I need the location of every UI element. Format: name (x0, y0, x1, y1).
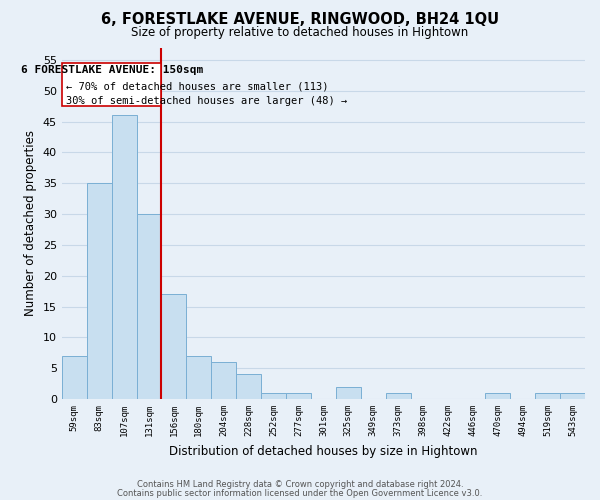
Bar (62, 356, 87, 399)
Y-axis label: Number of detached properties: Number of detached properties (24, 130, 37, 316)
Text: ← 70% of detached houses are smaller (113): ← 70% of detached houses are smaller (11… (65, 82, 328, 92)
Text: Contains HM Land Registry data © Crown copyright and database right 2024.: Contains HM Land Registry data © Crown c… (137, 480, 463, 489)
Bar (236, 374, 261, 399)
Bar (485, 393, 510, 399)
Bar (161, 294, 187, 399)
Bar (187, 356, 211, 399)
Bar (87, 183, 112, 399)
Bar (286, 393, 311, 399)
Text: 6 FORESTLAKE AVENUE: 150sqm: 6 FORESTLAKE AVENUE: 150sqm (20, 65, 203, 75)
Bar (211, 362, 236, 399)
Bar (386, 393, 410, 399)
Bar (336, 386, 361, 399)
Text: Size of property relative to detached houses in Hightown: Size of property relative to detached ho… (131, 26, 469, 39)
Bar (261, 393, 286, 399)
X-axis label: Distribution of detached houses by size in Hightown: Distribution of detached houses by size … (169, 444, 478, 458)
Text: 6, FORESTLAKE AVENUE, RINGWOOD, BH24 1QU: 6, FORESTLAKE AVENUE, RINGWOOD, BH24 1QU (101, 12, 499, 28)
Bar (137, 214, 161, 399)
Text: 30% of semi-detached houses are larger (48) →: 30% of semi-detached houses are larger (… (65, 96, 347, 106)
Bar (560, 393, 585, 399)
Bar (112, 116, 137, 399)
Bar (535, 393, 560, 399)
FancyBboxPatch shape (62, 63, 161, 106)
Text: Contains public sector information licensed under the Open Government Licence v3: Contains public sector information licen… (118, 490, 482, 498)
